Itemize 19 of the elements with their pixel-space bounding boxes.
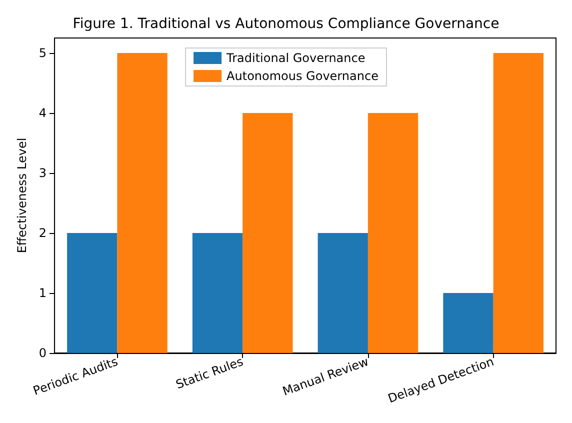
y-tick-label: 0 (38, 346, 47, 360)
bar (368, 113, 418, 353)
bar (67, 233, 118, 353)
y-tick-label: 1 (38, 286, 47, 300)
y-tick-label: 5 (38, 46, 47, 60)
bar (493, 53, 544, 353)
y-tick-label: 2 (38, 226, 47, 240)
bar (318, 233, 368, 353)
bar (117, 53, 168, 353)
chart-title: Figure 1. Traditional vs Autonomous Compliance Governance (72, 16, 500, 32)
x-tick-label: Static Rules (174, 354, 245, 392)
y-axis-title: Effectiveness Level (15, 138, 29, 254)
bar (242, 113, 293, 353)
bar (443, 293, 494, 353)
legend-label: Autonomous Governance (226, 69, 378, 83)
y-tick-label: 3 (38, 166, 47, 180)
bar (192, 233, 243, 353)
legend-label: Traditional Governance (226, 51, 366, 65)
y-tick-label: 4 (38, 106, 47, 120)
